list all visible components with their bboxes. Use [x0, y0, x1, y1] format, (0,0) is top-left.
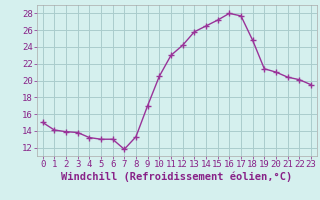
- X-axis label: Windchill (Refroidissement éolien,°C): Windchill (Refroidissement éolien,°C): [61, 172, 292, 182]
